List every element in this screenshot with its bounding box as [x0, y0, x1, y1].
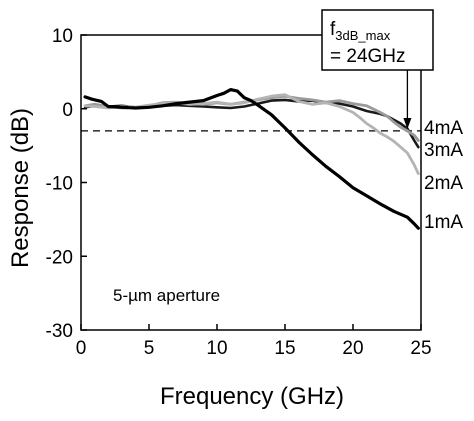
- series-label-2mA: 2mA: [424, 173, 463, 194]
- annotation-subscript: 3dB_max: [335, 28, 390, 43]
- x-tick-label: 15: [274, 338, 295, 359]
- annotation-arrow-head: [403, 118, 412, 129]
- aperture-label: 5-µm aperture: [113, 286, 220, 305]
- y-tick-label: 0: [62, 100, 73, 121]
- x-tick-label: 20: [342, 338, 363, 359]
- x-axis-label: Frequency (GHz): [160, 383, 344, 410]
- y-tick-label: -30: [46, 321, 73, 342]
- x-tick-label: 0: [76, 338, 87, 359]
- annotation-line2: = 24GHz: [330, 46, 406, 67]
- annotation-box: [321, 9, 434, 71]
- annotation-line1: f3dB_max: [330, 19, 391, 43]
- series-line-1mA: [83, 88, 420, 230]
- y-axis-label: Response (dB): [7, 108, 34, 268]
- x-tick-label: 10: [206, 338, 227, 359]
- y-tick-label: 10: [52, 26, 73, 47]
- x-tick-label: 25: [410, 338, 431, 359]
- y-tick-label: -20: [46, 247, 73, 268]
- y-tick-label: -10: [46, 174, 73, 195]
- x-tick-label: 5: [144, 338, 155, 359]
- series-label-3mA: 3mA: [424, 140, 463, 161]
- series-label-4mA: 4mA: [424, 118, 463, 139]
- series-label-1mA: 1mA: [424, 212, 463, 233]
- axes-layer: 0 5 10 15 20 25 10 0 -10 -20 -30: [46, 26, 432, 359]
- annotation-main: f: [330, 19, 336, 40]
- series-line-2mA: [83, 93, 420, 176]
- f3db-annotation: f3dB_max = 24GHz: [321, 9, 434, 129]
